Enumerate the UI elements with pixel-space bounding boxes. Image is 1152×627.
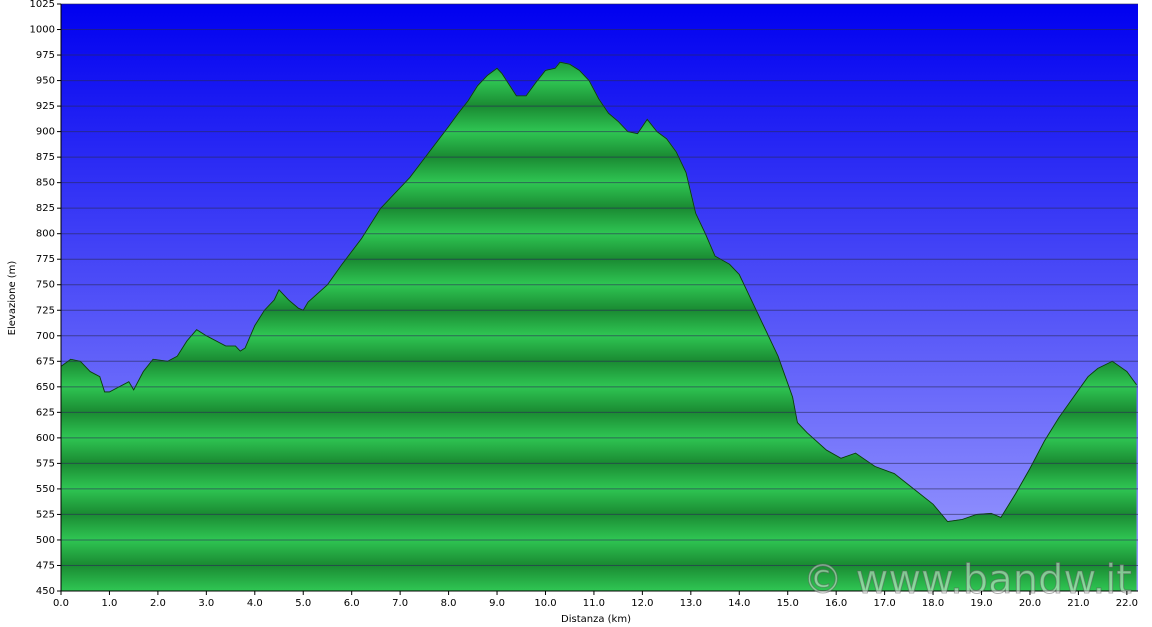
y-tick-label: 875 bbox=[36, 152, 55, 163]
y-tick-label: 450 bbox=[36, 586, 55, 597]
y-tick-label: 650 bbox=[36, 382, 55, 393]
x-tick-label: 13.0 bbox=[680, 598, 702, 609]
x-tick-label: 17.0 bbox=[873, 598, 895, 609]
x-tick-label: 6.0 bbox=[344, 598, 360, 609]
elevation-outline bbox=[60, 61, 1137, 523]
y-tick-label: 725 bbox=[36, 305, 55, 316]
y-tick-label: 625 bbox=[36, 407, 55, 418]
y-axis-label: Elevazione (m) bbox=[7, 261, 18, 336]
x-tick-label: 5.0 bbox=[295, 598, 311, 609]
x-tick-label: 10.0 bbox=[534, 598, 556, 609]
y-tick-label: 1025 bbox=[30, 0, 55, 10]
area-fill bbox=[61, 62, 1137, 591]
y-tick-label: 575 bbox=[36, 458, 55, 469]
y-tick-label: 950 bbox=[36, 76, 55, 87]
y-tick-label: 850 bbox=[36, 178, 55, 189]
x-tick-label: 2.0 bbox=[150, 598, 166, 609]
x-tick-label: 0.0 bbox=[53, 598, 69, 609]
y-tick-label: 975 bbox=[36, 50, 55, 61]
y-tick-label: 475 bbox=[36, 560, 55, 571]
x-tick-label: 19.0 bbox=[970, 598, 992, 609]
x-tick-label: 21.0 bbox=[1067, 598, 1089, 609]
x-tick-label: 4.0 bbox=[247, 598, 263, 609]
y-tick-label: 600 bbox=[36, 433, 55, 444]
x-axis-label: Distanza (km) bbox=[561, 614, 631, 625]
x-tick-label: 22.0 bbox=[1116, 598, 1138, 609]
y-tick-label: 825 bbox=[36, 203, 55, 214]
x-tick-label: 16.0 bbox=[825, 598, 847, 609]
y-tick-label: 1000 bbox=[30, 25, 55, 36]
y-tick-label: 900 bbox=[36, 127, 55, 138]
x-tick-label: 18.0 bbox=[922, 598, 944, 609]
y-tick-label: 675 bbox=[36, 356, 55, 367]
x-tick-label: 7.0 bbox=[392, 598, 408, 609]
y-tick-label: 775 bbox=[36, 254, 55, 265]
y-tick-label: 925 bbox=[36, 101, 55, 112]
x-tick-label: 8.0 bbox=[441, 598, 457, 609]
watermark: © www.bandw.it bbox=[803, 557, 1132, 603]
x-tick-label: 14.0 bbox=[728, 598, 750, 609]
y-tick-label: 525 bbox=[36, 509, 55, 520]
x-tick-label: 20.0 bbox=[1019, 598, 1041, 609]
x-tick-label: 1.0 bbox=[101, 598, 117, 609]
x-tick-label: 15.0 bbox=[777, 598, 799, 609]
x-tick-label: 11.0 bbox=[583, 598, 605, 609]
y-tick-label: 750 bbox=[36, 280, 55, 291]
x-tick-label: 9.0 bbox=[489, 598, 505, 609]
x-tick-label: 12.0 bbox=[631, 598, 653, 609]
y-tick-label: 700 bbox=[36, 331, 55, 342]
y-tick-label: 500 bbox=[36, 535, 55, 546]
y-tick-label: 800 bbox=[36, 229, 55, 240]
x-tick-label: 3.0 bbox=[198, 598, 214, 609]
y-tick-label: 550 bbox=[36, 484, 55, 495]
